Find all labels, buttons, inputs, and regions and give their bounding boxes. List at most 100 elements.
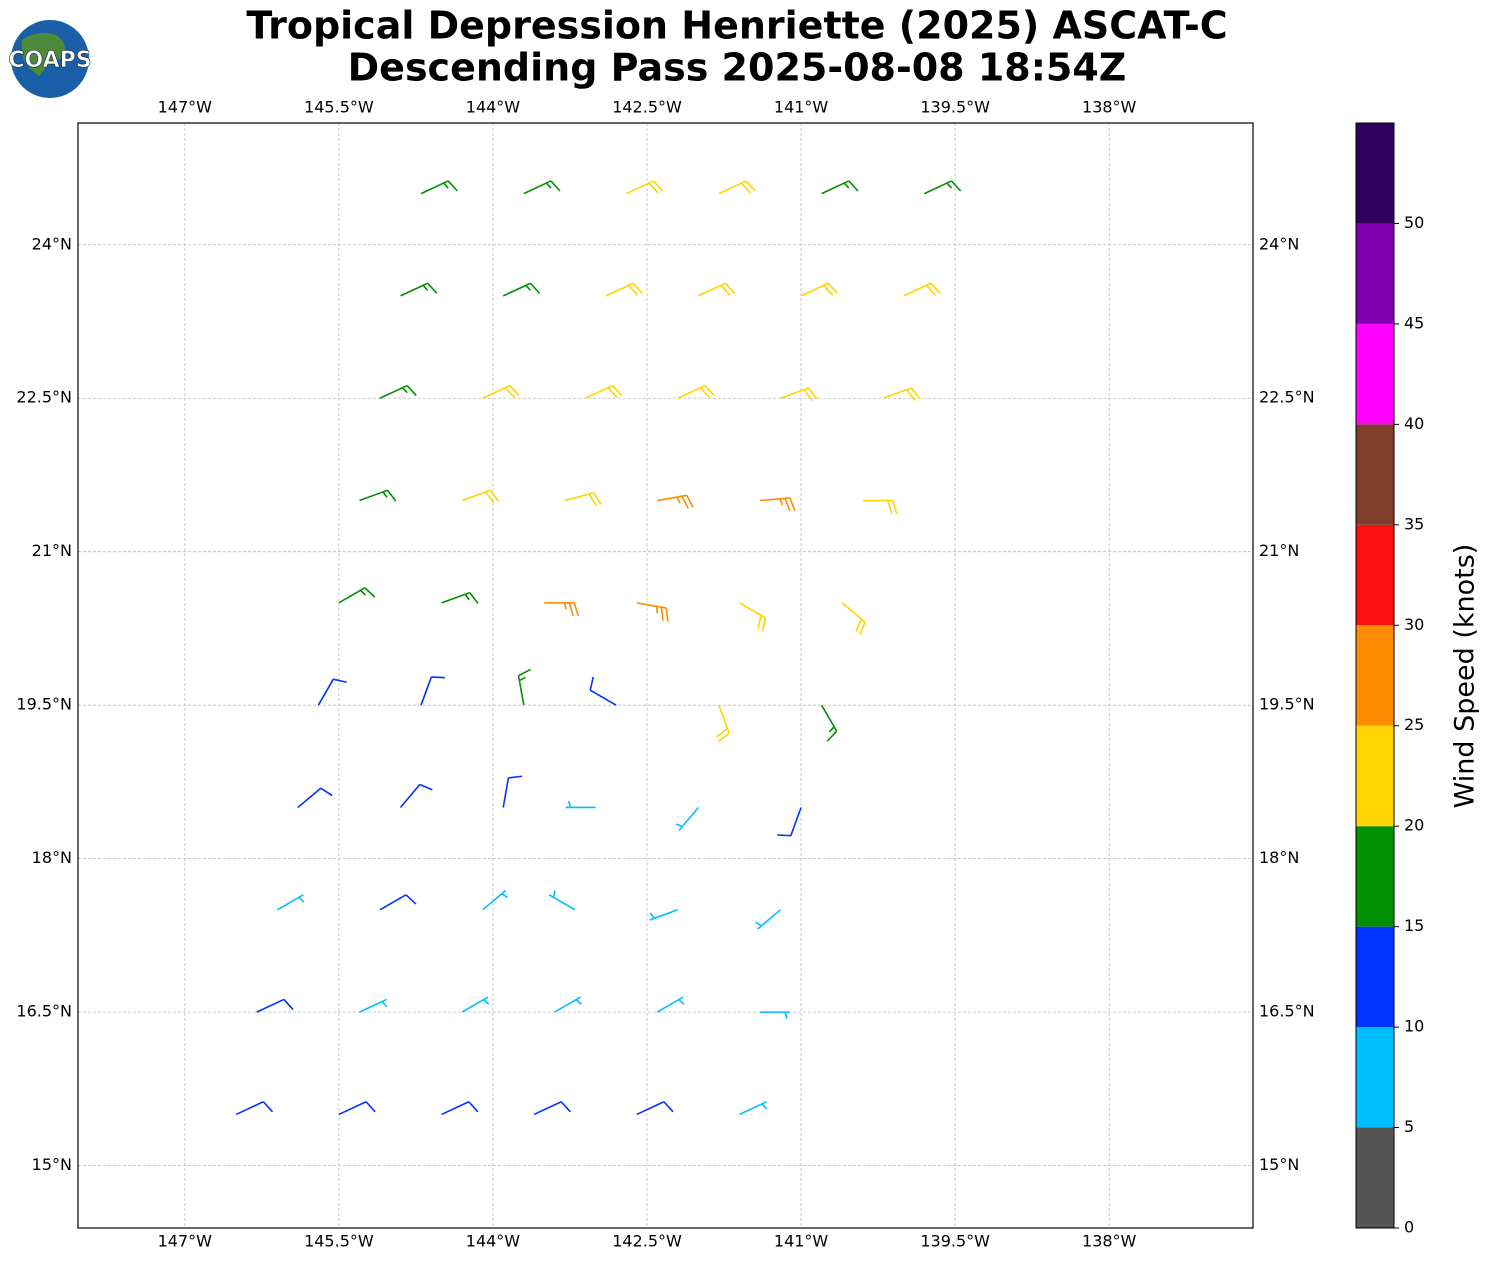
x-tick-label-top: 144°W [466, 98, 521, 117]
wind-barb [626, 180, 664, 195]
colorbar-tick-label: 45 [1404, 313, 1424, 332]
x-tick-label: 144°W [466, 1232, 521, 1251]
wind-barb [636, 602, 669, 622]
logo: COAPS [8, 20, 92, 98]
wind-barb [544, 602, 580, 617]
wind-barb [820, 704, 838, 742]
tick-layer: 147°W 147°W 145.5°W 145.5°W 144°W 144°W 142.5°… [16, 98, 1314, 1251]
wind-barb [548, 890, 576, 911]
x-tick-label: 138°W [1082, 1232, 1137, 1251]
y-tick-label: 15°N [32, 1155, 72, 1174]
wind-barb [420, 676, 445, 706]
x-tick-label: 141°W [774, 1232, 829, 1251]
colorbar-tick-label: 30 [1404, 615, 1424, 634]
wind-barb [379, 894, 417, 911]
colorbar-segment [1356, 524, 1394, 626]
wind-barb [657, 494, 694, 509]
wind-barb [903, 282, 941, 297]
wind-barb [461, 489, 500, 504]
y-tick-label: 16.5°N [16, 1002, 72, 1021]
wind-barb [441, 591, 479, 604]
wind-barb [656, 996, 685, 1013]
y-tick-label: 24°N [32, 234, 72, 253]
wind-barb [482, 384, 520, 399]
wind-barb [533, 1101, 571, 1116]
wind-barb [523, 180, 561, 195]
wind-barb [564, 492, 602, 507]
colorbar-segment [1356, 725, 1394, 827]
colorbar-label: Wind Speed (knots) [1450, 544, 1481, 809]
wind-barb [800, 282, 838, 297]
x-tick-label-top: 142.5°W [612, 98, 682, 117]
wind-barb [400, 282, 438, 297]
wind-barb [554, 996, 582, 1013]
colorbar-segment [1356, 1127, 1394, 1228]
wind-barb [276, 894, 305, 911]
colorbar-segment [1356, 625, 1394, 726]
wind-barb [565, 800, 596, 809]
x-tick-label-top: 147°W [158, 98, 213, 117]
wind-barb [359, 489, 397, 502]
wind-barb [359, 998, 388, 1013]
wind-barb [235, 1101, 274, 1116]
wind-barb [297, 787, 333, 809]
colorbar: 0 5 10 15 20 25 30 35 40 45 50 [1355, 122, 1424, 1237]
logo-text: COAPS [8, 48, 91, 73]
wind-barb [780, 387, 818, 402]
colorbar-segment [1356, 123, 1394, 224]
wind-barb [338, 1101, 376, 1116]
wind-barb [759, 1011, 790, 1019]
wind-barb [821, 180, 859, 195]
wind-barb [636, 1101, 674, 1116]
wind-barb [589, 676, 617, 706]
wind-barb [399, 783, 433, 809]
y-tick-label: 22.5°N [16, 388, 72, 407]
y-tick-label-right: 19.5°N [1259, 695, 1315, 714]
wind-barb [677, 384, 715, 399]
colorbar-tick-label: 25 [1404, 715, 1424, 734]
colorbar-tick-label: 10 [1404, 1017, 1424, 1036]
wind-barb [862, 499, 898, 514]
y-tick-label: 18°N [32, 848, 72, 867]
chart-title: Tropical Depression Henriette (2025) ASC… [246, 4, 1227, 48]
colorbar-segment [1356, 223, 1394, 324]
wind-barb [718, 180, 756, 195]
wind-barb [441, 1101, 479, 1116]
grid [78, 123, 1253, 1228]
wind-barb [502, 775, 523, 808]
x-tick-label: 139.5°W [920, 1232, 990, 1251]
wind-barb [585, 384, 623, 399]
y-tick-label-right: 16.5°N [1259, 1002, 1315, 1021]
wind-barb [379, 384, 417, 399]
wind-barb [317, 678, 347, 706]
wind-barb [759, 497, 796, 512]
logo-land [22, 32, 66, 76]
colorbar-frame [1355, 122, 1395, 1229]
x-tick-label: 145.5°W [304, 1232, 374, 1251]
wind-barb [739, 1101, 768, 1116]
x-tick-label-top: 138°W [1082, 98, 1137, 117]
y-tick-label-right: 24°N [1259, 234, 1299, 253]
wind-barb [461, 996, 490, 1013]
colorbar-segment [1356, 826, 1394, 927]
barb-layer [235, 180, 962, 1116]
colorbar-segment [1356, 323, 1394, 425]
y-tick-label-right: 22.5°N [1259, 388, 1315, 407]
wind-barb [482, 889, 508, 911]
colorbar-tick-label: 20 [1404, 816, 1424, 835]
x-tick-label-top: 139.5°W [920, 98, 990, 117]
wind-barb [882, 387, 921, 402]
colorbar-tick-label: 5 [1404, 1117, 1414, 1136]
wind-barb [841, 602, 866, 635]
colorbar-segment [1356, 926, 1394, 1028]
y-tick-label: 21°N [32, 541, 72, 560]
y-tick-label-right: 15°N [1259, 1155, 1299, 1174]
colorbar-segment [1356, 1027, 1394, 1128]
wind-barb [605, 282, 643, 297]
y-tick-label: 19.5°N [16, 695, 72, 714]
colorbar-tick-label: 0 [1404, 1218, 1414, 1237]
wind-barb [739, 602, 767, 632]
colorbar-tick-label: 35 [1404, 514, 1424, 533]
wind-barb [698, 282, 736, 297]
